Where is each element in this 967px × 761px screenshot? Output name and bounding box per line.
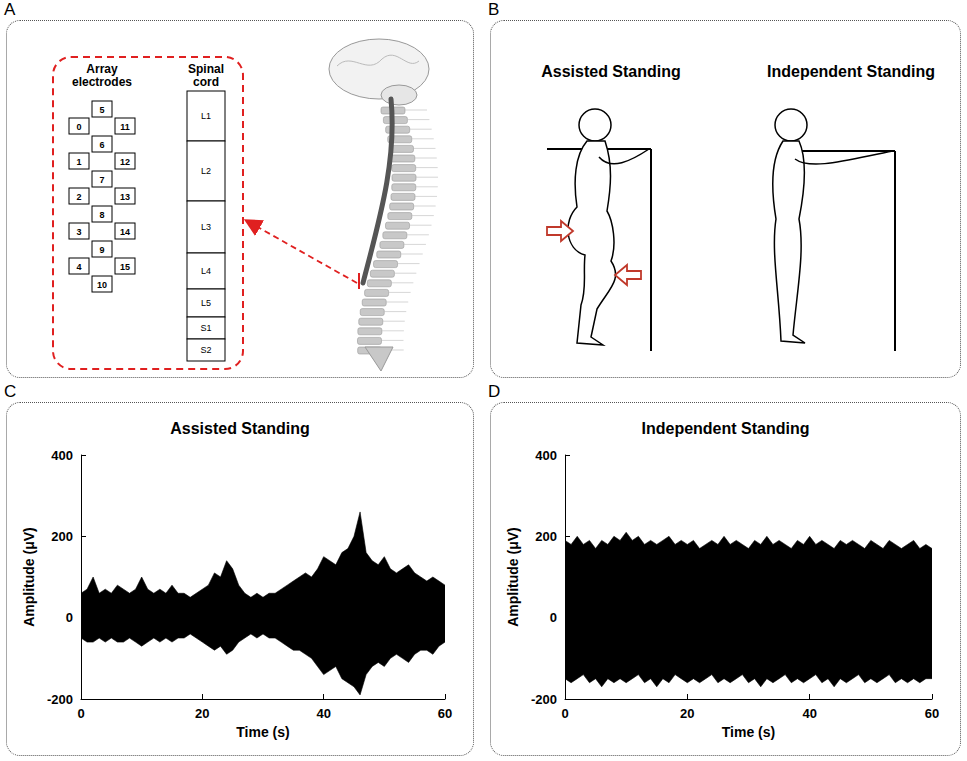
svg-text:0: 0 <box>66 610 73 625</box>
html-text:D: D <box>488 382 501 401</box>
svg-text:-200: -200 <box>531 692 557 707</box>
svg-text:6: 6 <box>99 140 104 150</box>
html-text:A: A <box>4 0 16 19</box>
svg-text:L3: L3 <box>201 222 211 232</box>
svg-text:Array: Array <box>86 62 118 76</box>
svg-text:20: 20 <box>680 706 694 721</box>
svg-text:20: 20 <box>195 706 209 721</box>
svg-text:1: 1 <box>76 157 81 167</box>
svg-text:cord: cord <box>193 75 219 89</box>
svg-text:400: 400 <box>51 448 73 463</box>
svg-text:9: 9 <box>99 245 104 255</box>
svg-text:L4: L4 <box>201 266 211 276</box>
svg-text:Amplitude (μV): Amplitude (μV) <box>505 527 521 627</box>
svg-text:4: 4 <box>76 262 81 272</box>
svg-text:Independent Standing: Independent Standing <box>642 420 810 437</box>
svg-text:Assisted Standing: Assisted Standing <box>541 63 681 80</box>
svg-text:Amplitude (μV): Amplitude (μV) <box>21 527 37 627</box>
svg-text:7: 7 <box>99 175 104 185</box>
svg-text:400: 400 <box>535 448 557 463</box>
svg-text:11: 11 <box>120 122 130 132</box>
svg-text:L5: L5 <box>201 298 211 308</box>
svg-text:13: 13 <box>120 192 130 202</box>
svg-text:S1: S1 <box>200 323 211 333</box>
svg-text:200: 200 <box>535 529 557 544</box>
svg-text:5: 5 <box>99 105 104 115</box>
svg-text:electrodes: electrodes <box>72 75 132 89</box>
svg-text:3: 3 <box>76 227 81 237</box>
svg-text:S2: S2 <box>200 345 211 355</box>
svg-text:Spinal: Spinal <box>188 62 224 76</box>
svg-text:-200: -200 <box>47 692 73 707</box>
svg-text:10: 10 <box>97 280 107 290</box>
svg-text:12: 12 <box>120 157 130 167</box>
html-text:B: B <box>488 0 500 19</box>
svg-text:15: 15 <box>120 262 130 272</box>
svg-text:40: 40 <box>802 706 816 721</box>
svg-text:2: 2 <box>76 192 81 202</box>
svg-text:0: 0 <box>76 122 81 132</box>
svg-text:0: 0 <box>77 706 84 721</box>
svg-text:8: 8 <box>99 210 104 220</box>
svg-text:0: 0 <box>550 610 557 625</box>
svg-text:40: 40 <box>316 706 330 721</box>
svg-text:Assisted Standing: Assisted Standing <box>170 420 310 437</box>
svg-text:200: 200 <box>51 529 73 544</box>
svg-text:14: 14 <box>120 227 130 237</box>
svg-text:60: 60 <box>438 706 452 721</box>
svg-text:0: 0 <box>561 706 568 721</box>
svg-text:Time (s): Time (s) <box>236 724 289 740</box>
svg-text:60: 60 <box>925 706 939 721</box>
svg-text:Independent Standing: Independent Standing <box>767 63 935 80</box>
svg-text:L2: L2 <box>201 166 211 176</box>
html-text:C: C <box>4 382 17 401</box>
svg-text:Time (s): Time (s) <box>722 724 775 740</box>
svg-text:L1: L1 <box>201 111 211 121</box>
